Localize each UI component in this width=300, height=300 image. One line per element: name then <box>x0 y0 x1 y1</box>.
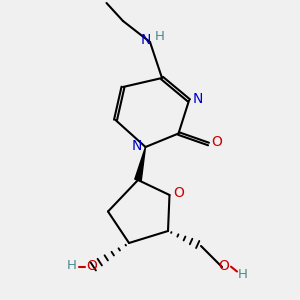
Text: O: O <box>218 259 229 272</box>
Text: N: N <box>192 92 203 106</box>
Text: O: O <box>212 136 222 149</box>
Text: O: O <box>173 186 184 200</box>
Text: H: H <box>67 259 76 272</box>
Polygon shape <box>135 147 146 181</box>
Text: N: N <box>132 139 142 152</box>
Text: O: O <box>86 259 97 272</box>
Text: N: N <box>140 34 151 47</box>
Text: H: H <box>155 30 164 43</box>
Text: H: H <box>238 268 247 281</box>
